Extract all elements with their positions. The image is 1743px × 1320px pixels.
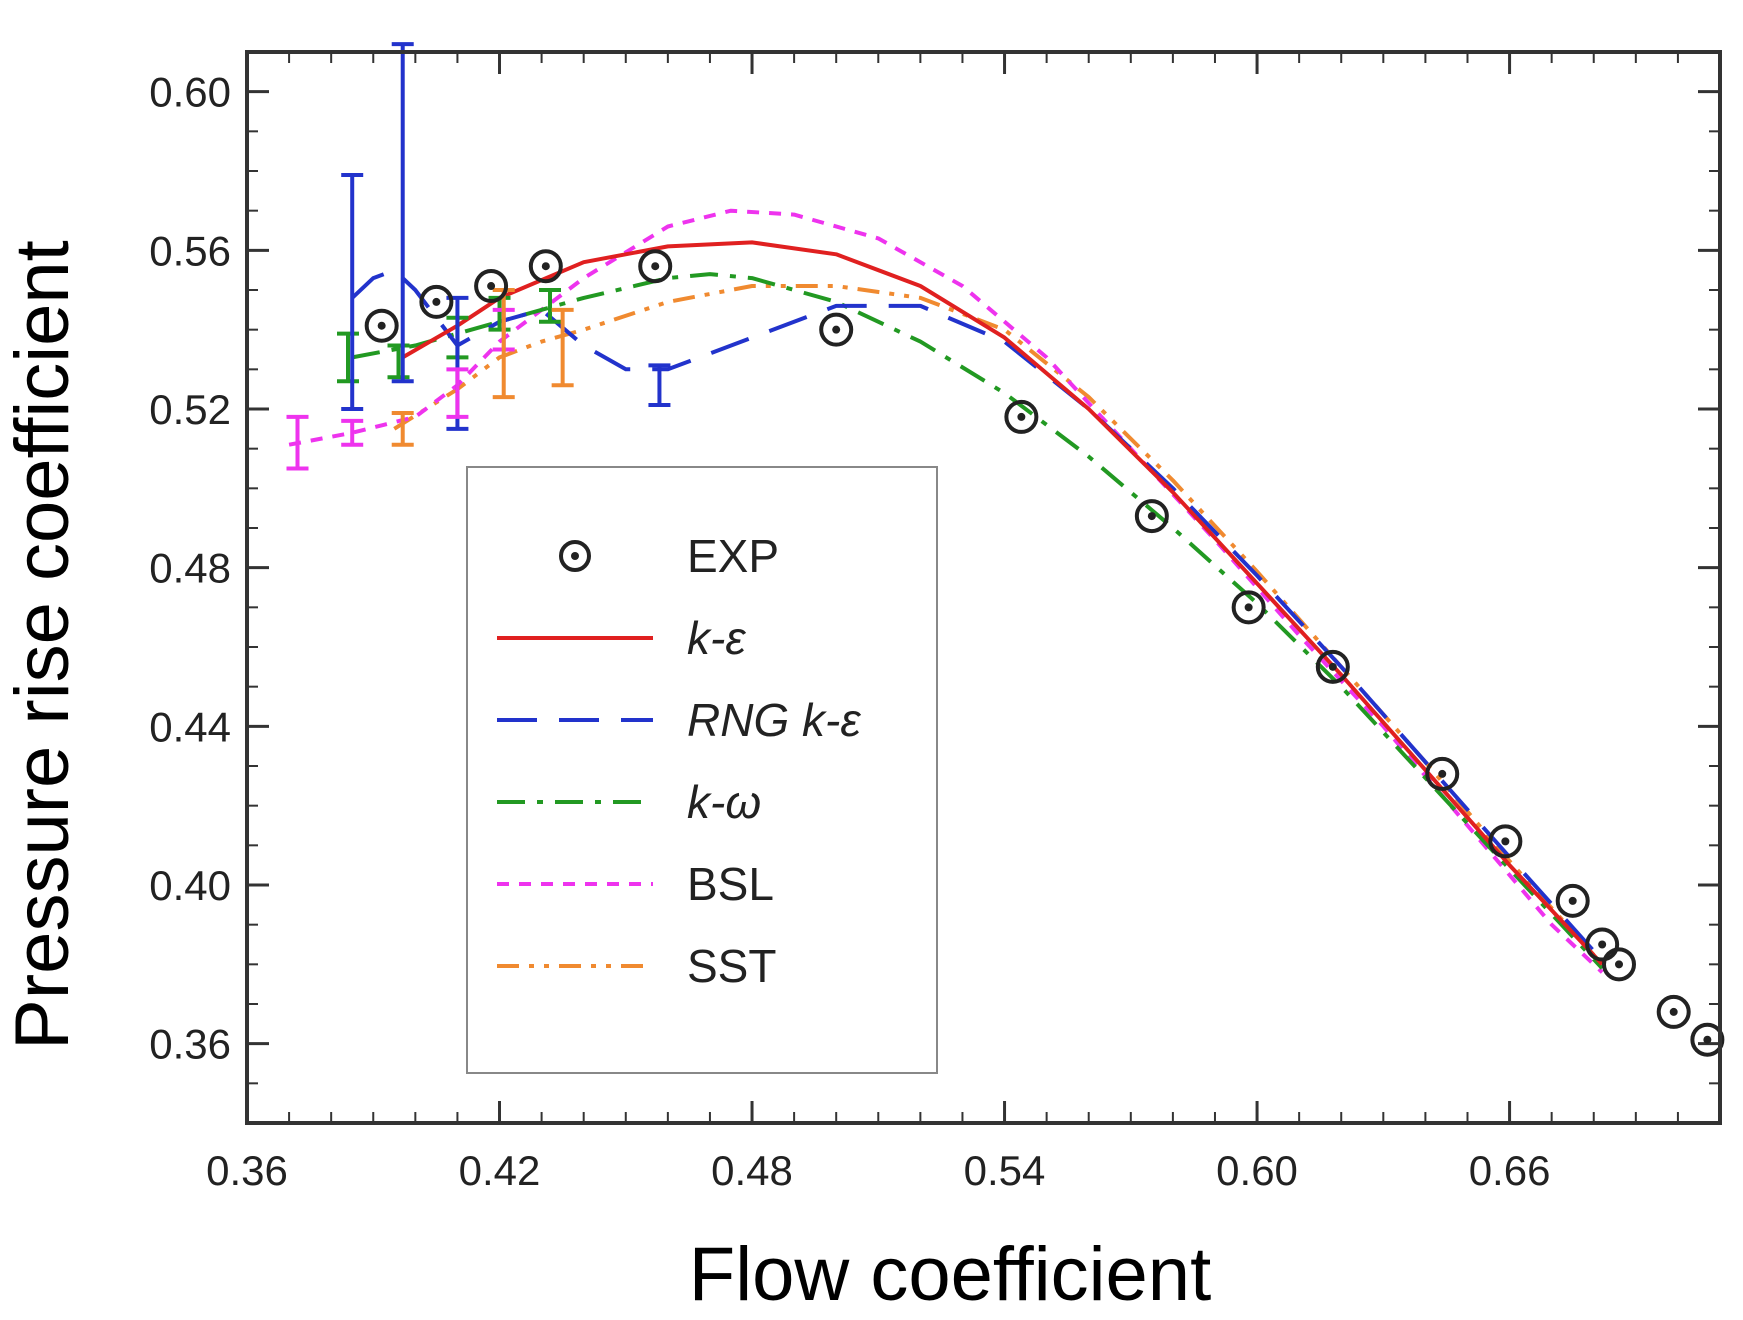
legend-item: EXP [559, 530, 779, 582]
series-line-k- [351, 272, 1604, 970]
legend-item: k-ε [497, 612, 746, 664]
y-tick-label: 0.52 [149, 386, 231, 433]
error-bar [551, 307, 574, 388]
exp-data-point [1656, 994, 1691, 1029]
legend-label: k-ε [687, 612, 746, 664]
exp-data-point [638, 249, 673, 284]
error-bar [341, 418, 364, 447]
error-bar [337, 331, 360, 384]
legend: EXP k-ε RNG k-ε k-ω BSL SST [466, 466, 938, 1074]
legend-item: k-ω [497, 776, 761, 828]
exp-data-point [1004, 399, 1039, 434]
legend-item: RNG k-ε [497, 694, 861, 746]
x-tick-label: 0.54 [964, 1147, 1046, 1194]
legend-item: SST [497, 940, 776, 992]
legend-label: EXP [687, 530, 779, 582]
y-tick-labels: 0.36 0.40 0.44 0.48 0.52 0.56 0.60 [149, 69, 231, 1068]
exp-data-point [1690, 1022, 1725, 1057]
legend-label: BSL [687, 858, 774, 910]
x-tick-label: 0.36 [206, 1147, 288, 1194]
x-tick-label: 0.66 [1469, 1147, 1551, 1194]
y-tick-label: 0.36 [149, 1021, 231, 1068]
exp-data-point [1315, 649, 1350, 684]
error-bar [387, 343, 410, 380]
legend-label: SST [687, 940, 776, 992]
error-bar [341, 172, 364, 411]
legend-items: EXP k-ε RNG k-ε k-ω BSL SST [497, 530, 861, 992]
exp-data-point [1134, 499, 1169, 534]
legend-box [466, 466, 938, 1074]
exp-data-point [474, 269, 509, 304]
legend-label: k-ω [687, 776, 761, 828]
error-bar [446, 367, 469, 419]
x-tick-labels: 0.36 0.42 0.48 0.54 0.60 0.66 [206, 1147, 1550, 1194]
error-bar [492, 288, 515, 400]
exp-data-point [528, 249, 563, 284]
x-tick-label: 0.48 [711, 1147, 793, 1194]
exp-data-point [1555, 883, 1590, 918]
legend-item: BSL [497, 858, 774, 910]
legend-symbol [559, 540, 591, 572]
y-tick-label: 0.44 [149, 703, 231, 750]
legend-label: RNG k-ε [687, 694, 861, 746]
exp-data-point [1601, 947, 1636, 982]
exp-data-point [1585, 927, 1620, 962]
plot-frame [245, 50, 1722, 1125]
y-tick-label: 0.60 [149, 69, 231, 116]
error-bar [391, 410, 414, 447]
error-bar [286, 414, 309, 471]
y-tick-label: 0.48 [149, 545, 231, 592]
x-tick-label: 0.60 [1216, 1147, 1298, 1194]
exp-data-point [364, 308, 399, 343]
exp-marker-layer [364, 249, 1725, 1057]
error-bar [648, 363, 671, 408]
y-tick-label: 0.40 [149, 862, 231, 909]
exp-data-point [1425, 756, 1460, 791]
x-axis-title: Flow coefficient [689, 1232, 1211, 1317]
error-bar [391, 42, 414, 384]
exp-data-point [1488, 824, 1523, 859]
series-line-sst [393, 284, 1604, 966]
x-tick-label: 0.42 [459, 1147, 541, 1194]
error-bar-layer [286, 42, 671, 471]
y-tick-label: 0.56 [149, 227, 231, 274]
exp-data-point [819, 312, 854, 347]
y-axis-title: Pressure rise coefficient [0, 240, 85, 1050]
exp-data-point [419, 284, 454, 319]
error-bar [539, 288, 562, 324]
exp-data-point [1231, 590, 1266, 625]
